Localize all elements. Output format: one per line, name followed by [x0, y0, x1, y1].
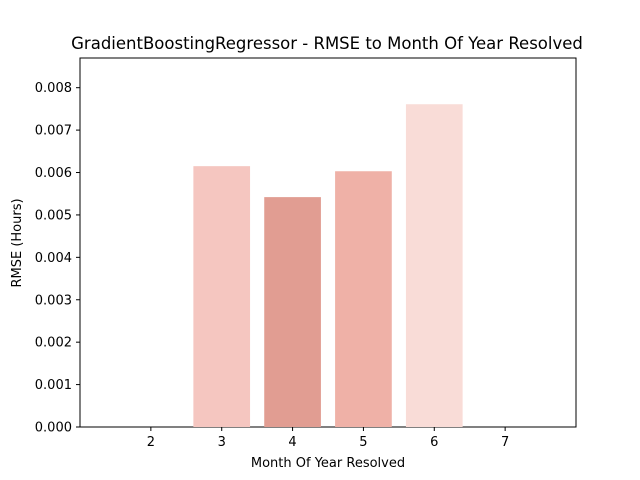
x-tick-label: 6 [430, 435, 438, 450]
y-tick-label: 0.006 [35, 166, 72, 181]
x-axis-label: Month Of Year Resolved [251, 456, 405, 471]
y-axis-label: RMSE (Hours) [10, 198, 25, 287]
y-tick-label: 0.003 [35, 293, 72, 308]
bar-month-6 [405, 104, 463, 427]
x-tick-label: 5 [359, 435, 367, 450]
bar-month-5 [335, 171, 392, 427]
x-tick-label: 4 [288, 435, 296, 450]
y-tick-label: 0.005 [35, 208, 72, 223]
y-axis: 0.000 0.001 0.002 0.003 0.004 0.005 0.006 0.007… [35, 81, 80, 436]
x-tick-label: 2 [147, 435, 155, 450]
chart-title: GradientBoostingRegressor - RMSE to Mont… [71, 34, 583, 53]
bar-month-4 [264, 197, 321, 427]
y-tick-label: 0.007 [35, 124, 72, 139]
y-tick-label: 0.002 [35, 336, 72, 351]
plot-area [79, 57, 577, 428]
y-tick-label: 0.008 [35, 81, 72, 96]
y-tick-label: 0.000 [35, 421, 72, 436]
x-axis: 2 3 4 5 6 7 [147, 427, 509, 450]
y-tick-label: 0.001 [35, 378, 72, 393]
bars-group [193, 104, 463, 427]
x-tick-label: 7 [501, 435, 509, 450]
x-tick-label: 3 [218, 435, 226, 450]
bar-month-3 [193, 166, 251, 427]
y-tick-label: 0.004 [35, 251, 72, 266]
plot-frame [79, 57, 577, 428]
